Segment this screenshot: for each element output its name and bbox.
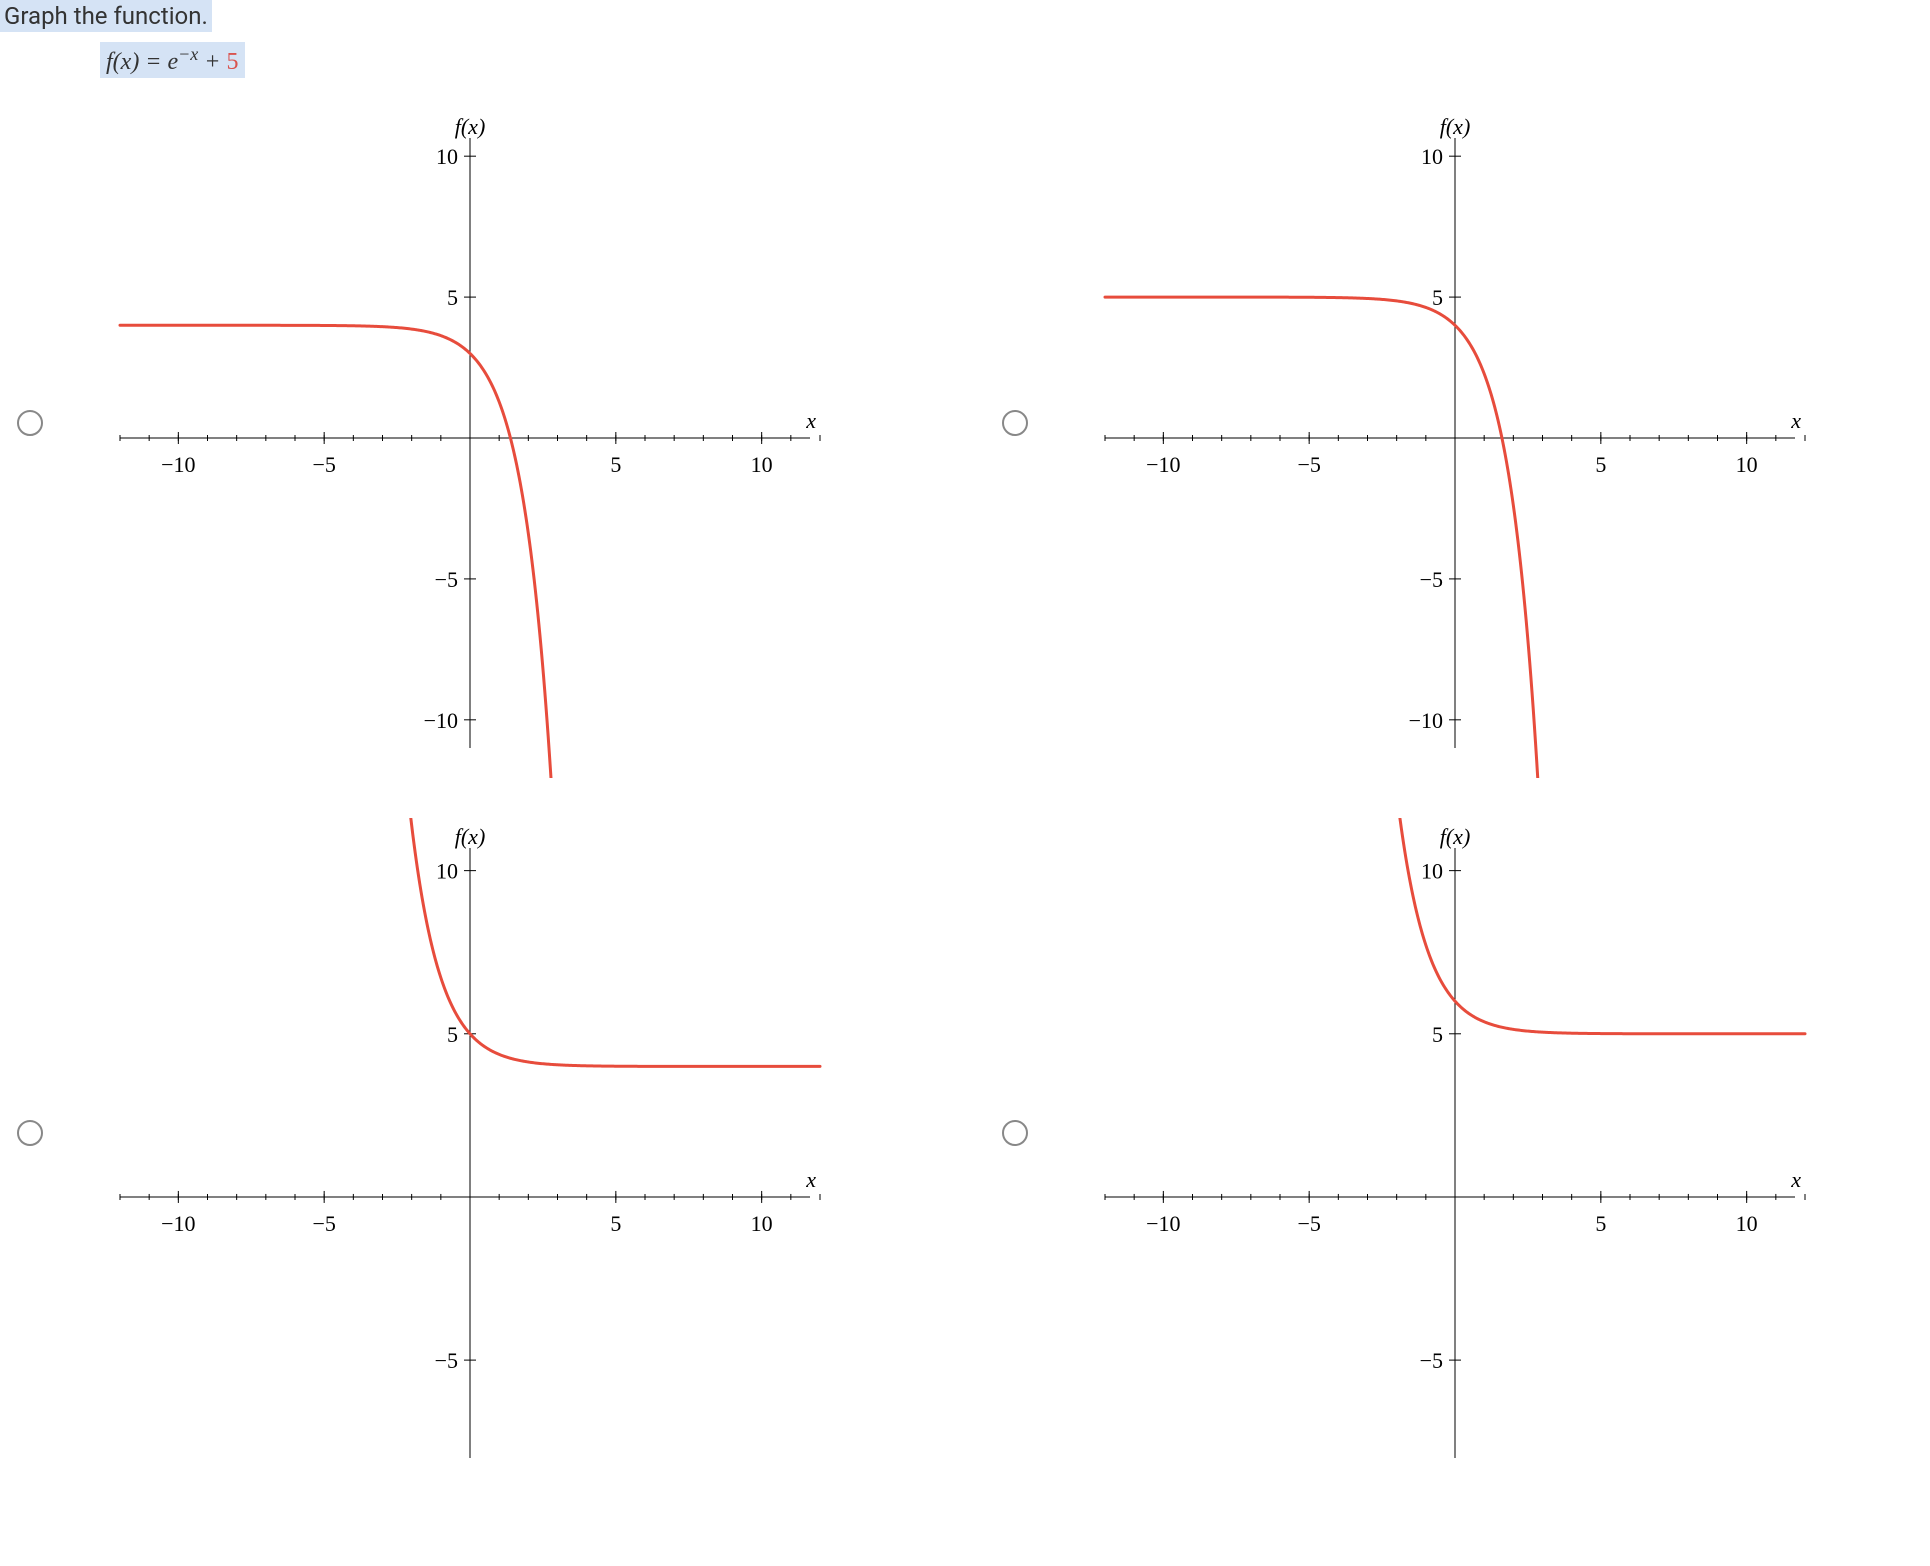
plot-wrap-A: −10 −5 5 10 −10 −5 5 10 f(x) x — [80, 108, 945, 778]
svg-text:−10: −10 — [1146, 452, 1180, 477]
chart-cell-B: −10 −5 5 10 −10 −5 5 10 f(x) x — [985, 108, 1930, 778]
plot-A: −10 −5 5 10 −10 −5 5 10 f(x) x — [80, 108, 860, 778]
function-exponent: −x — [178, 44, 198, 64]
radio-col-A — [0, 108, 60, 778]
svg-text:10: 10 — [751, 1211, 773, 1236]
chart-cell-C: −10 −5 5 10 −5 5 10 f(x) x — [0, 818, 945, 1488]
svg-text:10: 10 — [436, 859, 458, 884]
svg-text:10: 10 — [1421, 859, 1443, 884]
svg-text:5: 5 — [610, 1211, 621, 1236]
function-prefix: f(x) = e — [106, 49, 178, 75]
svg-text:10: 10 — [751, 452, 773, 477]
svg-text:5: 5 — [1432, 285, 1443, 310]
plot-wrap-C: −10 −5 5 10 −5 5 10 f(x) x — [80, 818, 945, 1488]
function-plus: + — [198, 49, 226, 75]
svg-text:−5: −5 — [312, 1211, 335, 1236]
prompt-text: Graph the function. — [0, 0, 212, 32]
radio-col-C — [0, 818, 60, 1488]
svg-text:−5: −5 — [312, 452, 335, 477]
svg-text:−5: −5 — [435, 567, 458, 592]
chart-grid: −10 −5 5 10 −10 −5 5 10 f(x) x −10 −5 5 10 −10 −5 5 10 f(… — [0, 108, 1930, 1488]
plot-C: −10 −5 5 10 −5 5 10 f(x) x — [80, 818, 860, 1488]
function-line: f(x) = e−x + 5 — [100, 42, 1930, 78]
svg-text:10: 10 — [1421, 144, 1443, 169]
chart-cell-D: −10 −5 5 10 −5 5 10 f(x) x — [985, 818, 1930, 1488]
x-axis-label: x — [1790, 408, 1801, 433]
svg-text:−10: −10 — [1146, 1211, 1180, 1236]
y-axis-label: f(x) — [1440, 114, 1471, 139]
option-radio-C[interactable] — [17, 1120, 43, 1146]
svg-text:−5: −5 — [1297, 452, 1320, 477]
svg-text:−5: −5 — [1420, 567, 1443, 592]
svg-text:10: 10 — [1736, 1211, 1758, 1236]
svg-text:−5: −5 — [1420, 1348, 1443, 1373]
svg-text:−5: −5 — [1297, 1211, 1320, 1236]
y-axis-label: f(x) — [455, 114, 486, 139]
function-constant: 5 — [227, 49, 239, 75]
svg-text:10: 10 — [1736, 452, 1758, 477]
plot-wrap-B: −10 −5 5 10 −10 −5 5 10 f(x) x — [1065, 108, 1930, 778]
plot-wrap-D: −10 −5 5 10 −5 5 10 f(x) x — [1065, 818, 1930, 1488]
svg-text:5: 5 — [610, 452, 621, 477]
svg-text:5: 5 — [447, 1022, 458, 1047]
y-axis-label: f(x) — [1440, 824, 1471, 849]
curve — [1397, 818, 1805, 1034]
curve — [1105, 297, 1538, 778]
curve — [120, 325, 552, 778]
y-axis-label: f(x) — [455, 824, 486, 849]
x-axis-label: x — [805, 1167, 816, 1192]
option-radio-A[interactable] — [17, 410, 43, 436]
radio-col-D — [985, 818, 1045, 1488]
radio-col-B — [985, 108, 1045, 778]
svg-text:−5: −5 — [435, 1348, 458, 1373]
svg-text:−10: −10 — [161, 1211, 195, 1236]
x-axis-label: x — [805, 408, 816, 433]
option-radio-D[interactable] — [1002, 1120, 1028, 1146]
x-axis-label: x — [1790, 1167, 1801, 1192]
svg-text:5: 5 — [1595, 452, 1606, 477]
svg-text:−10: −10 — [1409, 708, 1443, 733]
svg-text:10: 10 — [436, 144, 458, 169]
plot-B: −10 −5 5 10 −10 −5 5 10 f(x) x — [1065, 108, 1845, 778]
svg-text:5: 5 — [1595, 1211, 1606, 1236]
plot-D: −10 −5 5 10 −5 5 10 f(x) x — [1065, 818, 1845, 1488]
svg-text:5: 5 — [1432, 1022, 1443, 1047]
function-expression: f(x) = e−x + 5 — [100, 42, 245, 78]
svg-text:−10: −10 — [424, 708, 458, 733]
svg-text:−10: −10 — [161, 452, 195, 477]
svg-text:5: 5 — [447, 285, 458, 310]
chart-cell-A: −10 −5 5 10 −10 −5 5 10 f(x) x — [0, 108, 945, 778]
option-radio-B[interactable] — [1002, 410, 1028, 436]
